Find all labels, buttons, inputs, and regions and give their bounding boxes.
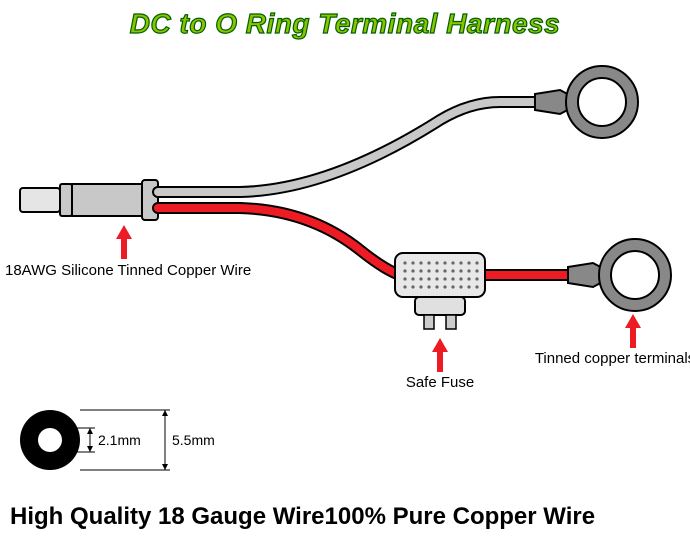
- arrow-wire-icon: [116, 225, 132, 257]
- dim-inner-label: 2.1mm: [98, 432, 141, 448]
- fuse-holder-icon: [395, 253, 485, 329]
- harness-diagram: [0, 50, 690, 380]
- callout-wire: 18AWG Silicone Tinned Copper Wire: [5, 262, 255, 279]
- footer-part-b: 100% Pure Copper Wire: [325, 503, 596, 530]
- callout-fuse: Safe Fuse: [400, 374, 480, 391]
- ring-terminal-top-icon: [535, 72, 632, 132]
- dc-connector-icon: [20, 180, 158, 220]
- arrow-fuse-icon: [432, 338, 448, 370]
- dim-outer-label: 5.5mm: [172, 432, 215, 448]
- gray-wire: [158, 102, 535, 192]
- page-title: DC to O Ring Terminal Harness: [130, 8, 560, 40]
- ring-terminal-bottom-icon: [568, 245, 665, 305]
- footer-part-a: High Quality 18 Gauge Wire: [10, 503, 325, 530]
- callout-terminals: Tinned copper terminals: [530, 350, 690, 367]
- arrow-terminals-icon: [625, 314, 641, 346]
- dimension-diagram: 2.1mm 5.5mm: [10, 390, 240, 490]
- footer-text: High Quality 18 Gauge Wire100% Pure Copp…: [10, 503, 595, 531]
